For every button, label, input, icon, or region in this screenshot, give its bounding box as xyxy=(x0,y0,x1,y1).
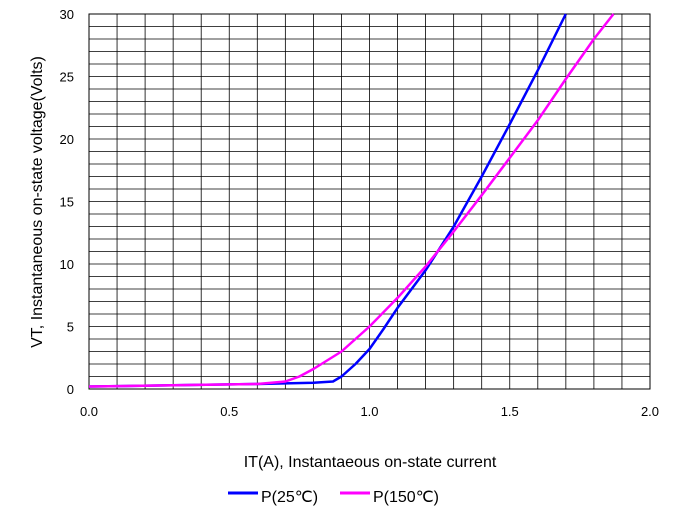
series-line-p150 xyxy=(88,13,615,388)
plot-frame xyxy=(88,13,651,390)
x-tick-label: 2.0 xyxy=(641,404,659,419)
x-tick-label: 0.0 xyxy=(80,404,98,419)
y-tick-label: 30 xyxy=(60,7,74,22)
y-tick-label: 5 xyxy=(67,320,74,335)
x-tick-label: 1.0 xyxy=(360,404,378,419)
x-tick-label: 1.5 xyxy=(501,404,519,419)
series-line-p25 xyxy=(88,13,567,388)
y-axis-title: VT, Instantaneous on-state voltage(Volts… xyxy=(29,56,46,348)
x-tick-label: 0.5 xyxy=(220,404,238,419)
x-axis-title: IT(A), Instantaeous on-state current xyxy=(244,454,497,471)
series-layer xyxy=(88,13,615,388)
y-tick-label: 0 xyxy=(67,382,74,397)
legend-label-p25: P(25℃) xyxy=(261,489,318,506)
gridlines xyxy=(89,14,650,389)
legend-label-p150: P(150℃) xyxy=(373,489,439,506)
x-tick-labels: 0.0 0.5 1.0 1.5 2.0 xyxy=(80,404,659,419)
y-tick-label: 25 xyxy=(60,70,74,85)
y-tick-labels: 0 5 10 15 20 25 30 xyxy=(60,7,74,397)
y-tick-label: 15 xyxy=(60,195,74,210)
legend: P(25℃) P(150℃) xyxy=(228,489,439,506)
y-tick-label: 10 xyxy=(60,257,74,272)
y-tick-label: 20 xyxy=(60,132,74,147)
